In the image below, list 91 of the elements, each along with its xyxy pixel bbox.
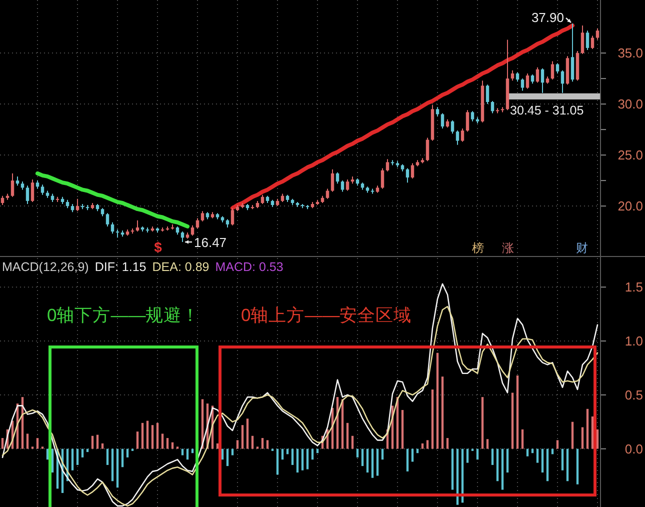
bar (156, 422, 159, 449)
bar (216, 443, 219, 449)
annotation: MACD(12,26,9) (2, 260, 89, 274)
bar (346, 422, 349, 449)
bar (506, 448, 509, 473)
bar (296, 448, 299, 473)
bar (596, 429, 599, 449)
bar (546, 448, 549, 482)
bar (241, 425, 244, 449)
annotation: 16.47 (194, 235, 227, 250)
y-tick-label: 35.0 (618, 46, 643, 61)
bar (161, 434, 164, 449)
bar (576, 448, 579, 484)
bar (481, 397, 484, 449)
bar (181, 448, 184, 456)
bar (141, 422, 144, 449)
bar (486, 439, 489, 449)
y-tick-label: 20.0 (618, 198, 643, 214)
bar (421, 443, 424, 449)
bar (401, 410, 404, 449)
y-tick-label: 1.5 (624, 280, 643, 295)
bar (251, 436, 254, 449)
annotation: 0轴上方——安全区域 (241, 305, 412, 325)
bar (526, 448, 529, 456)
annotation: $ (154, 239, 162, 255)
bar (366, 448, 369, 473)
bar (246, 418, 249, 449)
bar (561, 448, 564, 470)
bar (591, 416, 594, 449)
bar (516, 375, 519, 449)
bar (36, 438, 39, 449)
bar (171, 442, 174, 449)
annotation: MACD: 0.53 (215, 260, 284, 274)
bar (71, 448, 74, 470)
bar (556, 440, 559, 449)
bar (466, 448, 469, 463)
bar (521, 429, 524, 449)
annotation: 榜 (472, 241, 484, 255)
y-tick-label: 30.0 (618, 96, 643, 112)
bar (261, 438, 264, 449)
bar (106, 448, 109, 465)
bar (306, 448, 309, 470)
bar (586, 408, 589, 449)
bar (91, 436, 94, 449)
bar (51, 448, 54, 473)
annotation: 37.90 (531, 10, 564, 25)
bar (571, 422, 574, 449)
bar (511, 392, 514, 449)
bar (501, 448, 504, 490)
bar (491, 448, 494, 465)
bar (101, 443, 104, 449)
bar (541, 448, 544, 473)
annotation: 财 (576, 241, 588, 255)
bar (76, 448, 79, 465)
bar (536, 448, 539, 463)
bar (26, 434, 29, 449)
bar (371, 448, 374, 478)
bar (566, 448, 569, 482)
annotation: DEA: 0.89 (152, 260, 210, 274)
annotation: 0轴下方——规避！ (47, 305, 200, 325)
bar (266, 440, 269, 449)
bar (146, 420, 149, 449)
band-label: 30.45 - 31.05 (510, 103, 584, 118)
bar (431, 390, 434, 449)
bar (351, 436, 354, 449)
bar (446, 438, 449, 449)
bar (496, 448, 499, 482)
bar (301, 448, 304, 470)
y-tick-label: 0.0 (624, 441, 643, 456)
bar (236, 440, 239, 449)
bar (231, 448, 234, 456)
bar (406, 448, 409, 472)
y-tick-label: 1.0 (624, 334, 643, 348)
bar (291, 448, 294, 465)
bar (436, 352, 439, 449)
bar (111, 448, 114, 482)
annotation: DIF: 1.15 (94, 260, 146, 274)
bar (151, 425, 154, 449)
bar (136, 432, 139, 449)
bar (451, 448, 454, 490)
bar (166, 438, 169, 449)
y-tick-label: 0.5 (624, 387, 643, 402)
line-series (36, 171, 190, 228)
bar (116, 448, 119, 488)
bar (1, 438, 4, 449)
bar (96, 434, 99, 449)
annotation: 涨 (502, 241, 514, 255)
bar (581, 427, 584, 449)
bar (426, 440, 429, 449)
bar (441, 376, 444, 449)
y-tick-label: 25.0 (618, 148, 643, 163)
